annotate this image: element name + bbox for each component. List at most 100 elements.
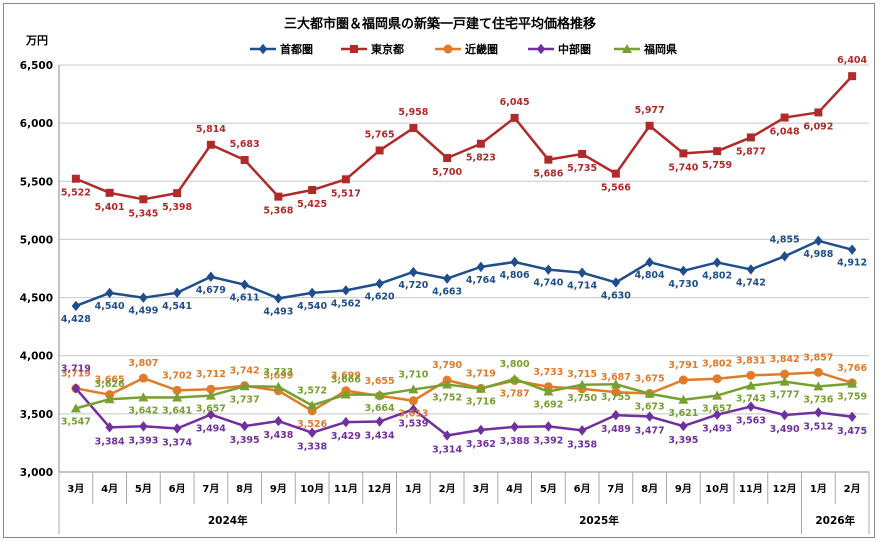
- data-point: [678, 375, 688, 385]
- data-point: [611, 409, 621, 421]
- data-label: 3,547: [61, 416, 91, 427]
- data-point: [172, 392, 183, 402]
- data-point: [172, 287, 182, 299]
- data-point: [746, 401, 756, 412]
- data-label: 3,687: [601, 372, 631, 383]
- data-point: [442, 430, 452, 441]
- data-label: 3,710: [398, 369, 428, 380]
- data-point: [543, 386, 554, 396]
- data-label: 5,566: [601, 183, 631, 194]
- data-point: [240, 279, 249, 290]
- data-point: [780, 409, 789, 421]
- x-tick-label: 2月: [844, 483, 861, 495]
- data-label: 4,742: [736, 277, 766, 288]
- x-tick-label: 3月: [472, 483, 489, 495]
- data-label: 3,715: [567, 369, 597, 380]
- data-point: [544, 421, 553, 432]
- data-label: 3,475: [837, 426, 867, 437]
- y-tick-label: 5,000: [20, 234, 53, 246]
- data-label: 3,665: [95, 375, 125, 386]
- data-label: 5,345: [128, 208, 158, 219]
- line-chart: 三大都市圏＆福岡県の新築一戸建て住宅平均価格推移 万円 3,000 3,500 4,…: [20, 16, 870, 534]
- data-label: 3,790: [432, 360, 462, 371]
- data-label: 4,428: [61, 314, 91, 325]
- data-point: [780, 251, 789, 262]
- data-label: 4,611: [230, 293, 260, 304]
- year-label: 2026年: [815, 514, 855, 527]
- data-point: [645, 121, 654, 130]
- data-label: 3,675: [635, 374, 665, 385]
- data-label: 3,438: [263, 430, 293, 441]
- data-point: [105, 188, 114, 197]
- data-point: [746, 370, 756, 380]
- data-point: [105, 287, 114, 299]
- data-point: [476, 424, 486, 436]
- data-point: [814, 407, 823, 418]
- data-label: 3,395: [668, 435, 698, 446]
- data-label: 3,490: [770, 424, 800, 435]
- data-point: [679, 265, 688, 277]
- x-tick-label: 10月: [705, 483, 729, 495]
- data-label: 3,621: [668, 408, 698, 419]
- data-label: 3,857: [803, 352, 833, 363]
- data-point: [206, 409, 216, 420]
- data-label: 3,759: [837, 392, 867, 403]
- data-point: [645, 257, 654, 268]
- x-tick-labels: 3月 4月 5月 6月 7月 8月 9月 10月 11月 12月 1月 2月 3月 4月 5月 6月 7月 8月 9…: [67, 483, 860, 495]
- data-point: [206, 140, 215, 149]
- data-label: 4,630: [601, 290, 631, 301]
- data-label: 3,362: [466, 439, 496, 450]
- data-point: [475, 383, 486, 393]
- data-point: [409, 266, 418, 278]
- data-label: 4,988: [803, 249, 833, 260]
- data-label: 3,395: [230, 435, 260, 446]
- data-point: [712, 409, 722, 420]
- data-point: [408, 396, 418, 406]
- data-point: [611, 169, 620, 178]
- legend-label: 東京都: [371, 42, 404, 56]
- data-label: 3,642: [128, 405, 158, 416]
- data-label: 3,673: [635, 402, 665, 413]
- x-tick-label: 12月: [773, 483, 797, 495]
- data-label: 6,092: [803, 121, 833, 132]
- data-label: 3,655: [365, 376, 395, 387]
- data-point: [713, 147, 722, 156]
- data-label: 4,720: [398, 280, 428, 291]
- data-point: [442, 273, 452, 284]
- data-point: [443, 44, 453, 54]
- data-label: 3,692: [533, 400, 563, 411]
- x-tick-label: 6月: [169, 483, 186, 495]
- data-label: 3,512: [803, 421, 833, 432]
- data-point: [779, 376, 790, 386]
- data-label: 3,392: [533, 435, 563, 446]
- data-label: 3,657: [196, 404, 226, 415]
- data-point: [307, 287, 317, 299]
- data-point: [509, 373, 520, 383]
- data-label: 3,842: [770, 354, 800, 365]
- data-label: 3,831: [736, 355, 766, 366]
- year-labels: 2024年 2025年 2026年: [208, 514, 856, 527]
- data-label: 3,494: [196, 424, 226, 435]
- data-label: 3,338: [297, 442, 327, 453]
- data-label: 6,404: [837, 55, 867, 66]
- data-point: [442, 379, 453, 389]
- data-point: [679, 420, 688, 432]
- data-label: 4,493: [263, 306, 293, 317]
- series-line: [75, 75, 854, 201]
- x-tick-label: 7月: [607, 483, 624, 495]
- data-label: 3,489: [601, 424, 631, 435]
- data-label: 3,733: [533, 367, 563, 378]
- data-label: 3,477: [635, 426, 665, 437]
- data-point: [71, 383, 81, 394]
- legend-label: 福岡県: [643, 42, 677, 56]
- data-point: [510, 113, 519, 122]
- x-tick-label: 5月: [135, 483, 152, 495]
- data-label: 5,958: [398, 107, 428, 118]
- y-tick-labels: 3,000 3,500 4,000 4,500 5,000 5,500 6,000 6,500: [20, 60, 53, 479]
- data-point: [813, 381, 824, 391]
- data-label: 3,777: [770, 390, 800, 401]
- data-label: 4,740: [533, 278, 563, 289]
- legend-label: 首都圏: [280, 42, 313, 56]
- data-label: 4,912: [837, 258, 867, 269]
- data-label: 4,679: [196, 285, 226, 296]
